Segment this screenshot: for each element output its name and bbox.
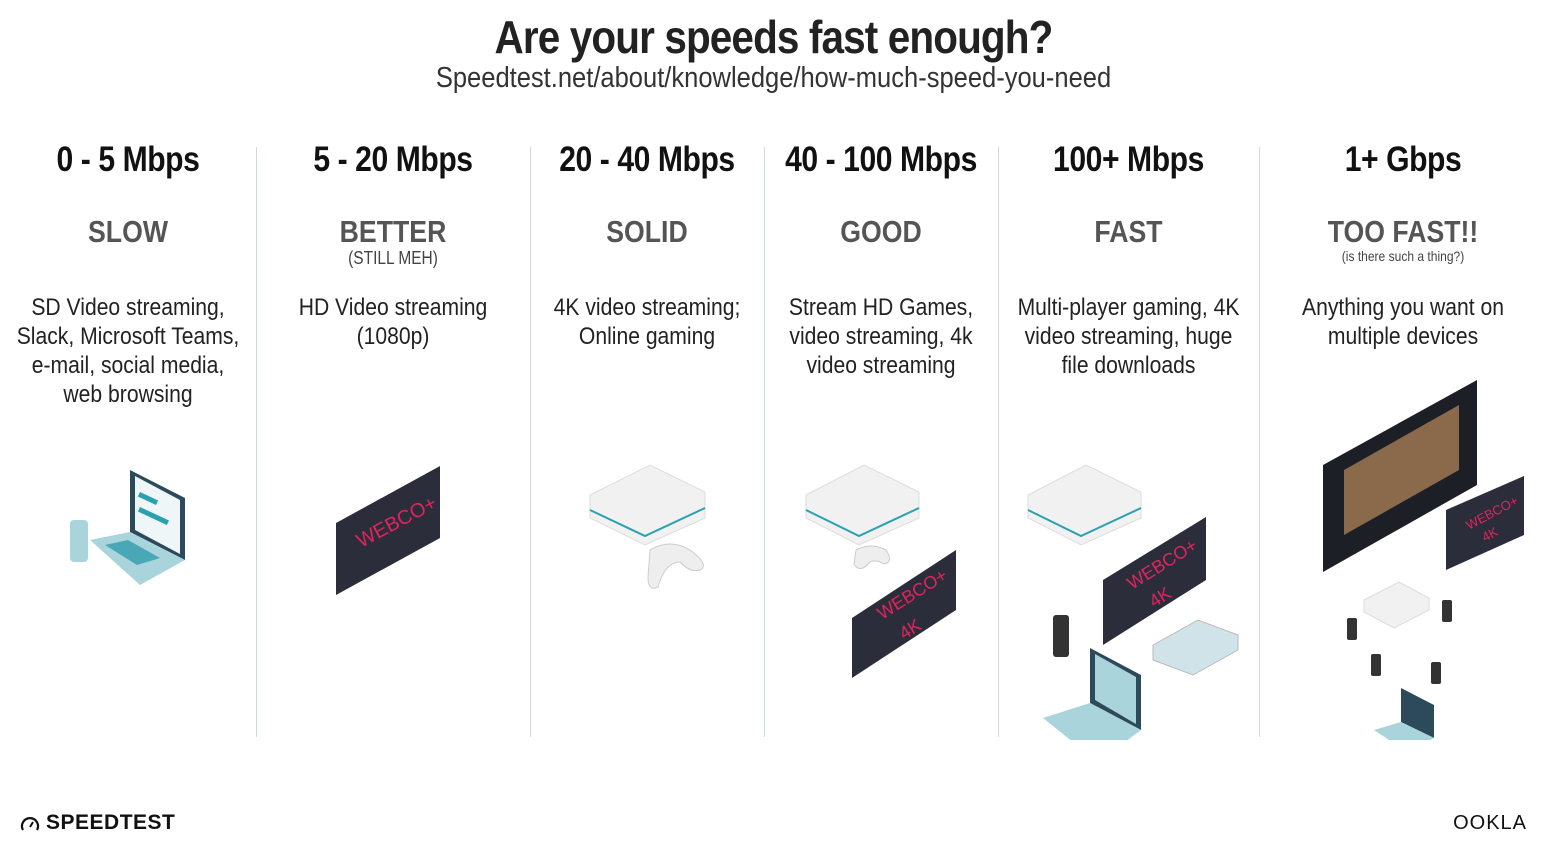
speed-range: 5 - 20 Mbps <box>313 140 473 179</box>
speed-rating: BETTER <box>339 214 447 249</box>
speed-rating: TOO FAST!! <box>1327 214 1479 249</box>
speedtest-logo: SPEEDTEST <box>20 811 175 835</box>
speedtest-wordmark: SPEEDTEST <box>46 811 176 834</box>
tier-fast: 100+ Mbps FAST Multi-player gaming, 4K v… <box>998 140 1259 740</box>
speed-description: Multi-player gaming, 4K video streaming,… <box>1017 294 1240 379</box>
speed-rating: SOLID <box>606 214 688 249</box>
rating-note: (is there such a thing?) <box>1341 248 1465 264</box>
speed-range: 100+ Mbps <box>1053 140 1204 179</box>
speed-description: Stream HD Games, video streaming, 4k vid… <box>788 294 974 379</box>
speed-range: 1+ Gbps <box>1344 140 1462 179</box>
speed-rating: SLOW <box>88 214 168 249</box>
laptop-download-icon <box>1401 688 1434 738</box>
laptop-icon <box>70 470 185 585</box>
page-title: Are your speeds fast enough? <box>494 11 1054 63</box>
tier-slow: 0 - 5 Mbps SLOW SD Video streaming, Slac… <box>0 140 256 740</box>
game-console-icon <box>1027 464 1142 546</box>
tv-4k-icon <box>1446 476 1524 570</box>
tier-better: 5 - 20 Mbps BETTER (STILL MEH) HD Video … <box>256 140 530 740</box>
phone-icon <box>1431 662 1441 684</box>
tier-solid: 20 - 40 Mbps SOLID 4K video streaming; O… <box>530 140 764 740</box>
game-console-icon <box>805 464 920 546</box>
ookla-logo: OOKLA <box>1453 812 1527 834</box>
divider <box>998 147 999 737</box>
game-console-icon <box>589 464 706 589</box>
speed-rating: FAST <box>1094 214 1163 249</box>
speed-description: HD Video streaming (1080p) <box>298 294 488 350</box>
phone-icon <box>70 520 88 562</box>
phone-icon <box>1371 654 1381 676</box>
gamepad-icon <box>853 545 890 569</box>
phone-icon <box>1053 615 1069 657</box>
tv-4k-icon <box>852 550 956 678</box>
speed-range: 0 - 5 Mbps <box>56 140 200 179</box>
gamepad-icon <box>647 543 704 589</box>
devices-illustration: WEBCO+ 4K <box>1323 380 1524 740</box>
source-url: Speedtest.net/about/knowledge/how-much-s… <box>435 62 1112 94</box>
speed-description: SD Video streaming, Slack, Microsoft Tea… <box>16 294 240 408</box>
speed-description: Anything you want on multiple devices <box>1302 294 1504 350</box>
speedometer-icon <box>20 817 40 831</box>
tier-too-fast: 1+ Gbps TOO FAST!! (is there such a thin… <box>1259 140 1547 740</box>
game-console-icon <box>1363 581 1430 629</box>
tv-icon: WEBCO+ <box>336 466 440 595</box>
rating-note: (STILL MEH) <box>348 248 438 268</box>
phone-icon <box>1347 618 1357 640</box>
speed-description: 4K video streaming; Online gaming <box>553 294 741 350</box>
speed-range: 40 - 100 Mbps <box>785 140 977 179</box>
speed-rating: GOOD <box>840 214 922 249</box>
devices-illustration: WEBCO+ 4K <box>1027 464 1239 740</box>
divider <box>1259 147 1260 737</box>
svg-text:4K: 4K <box>1479 524 1500 545</box>
tier-good: 40 - 100 Mbps GOOD Stream HD Games, vide… <box>764 140 998 740</box>
tv-4k-icon <box>1103 517 1206 645</box>
divider <box>764 147 765 737</box>
devices-illustration: WEBCO+ 4K <box>805 464 956 678</box>
divider <box>530 147 531 737</box>
divider <box>256 147 257 737</box>
phone-icon <box>1442 600 1452 622</box>
speed-range: 20 - 40 Mbps <box>559 140 735 179</box>
